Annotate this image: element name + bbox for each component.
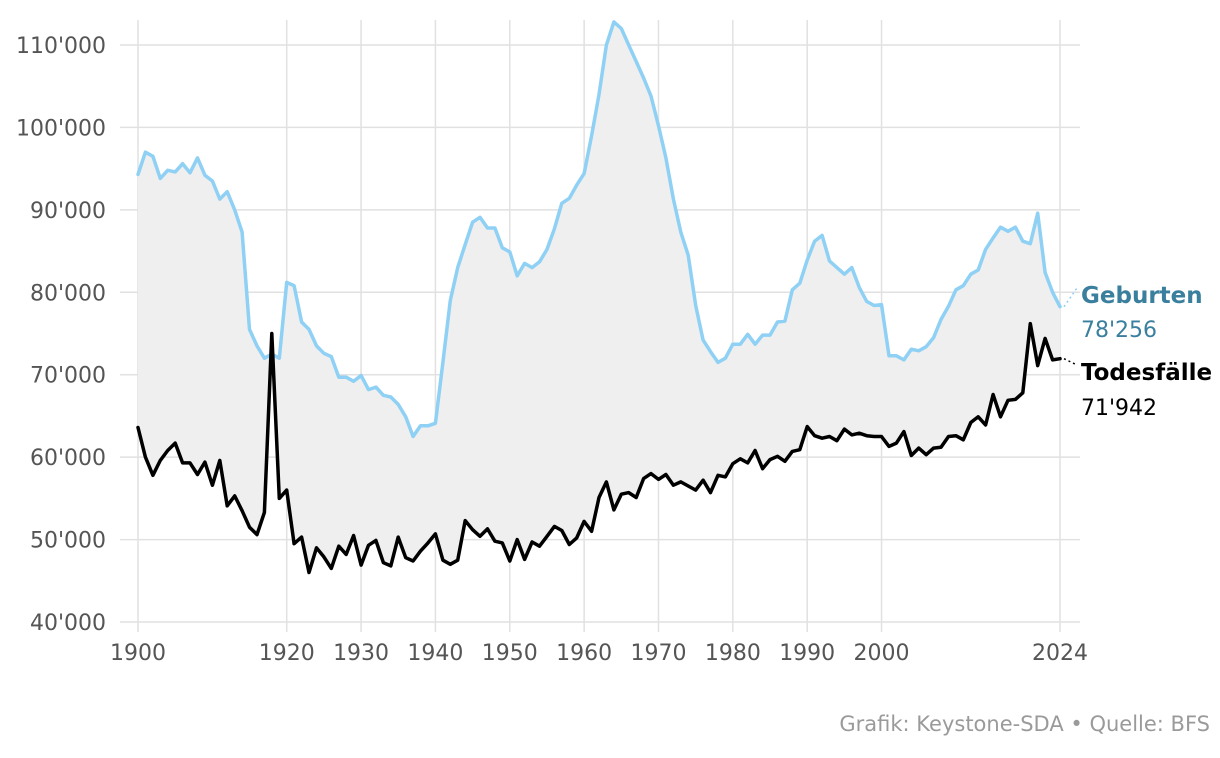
x-tick-label: 1980 — [705, 641, 761, 666]
x-tick-label: 1960 — [556, 641, 612, 666]
series-end-labels: Geburten 78'256 Todesfälle 71'942 — [1063, 283, 1212, 421]
source-credit: Grafik: Keystone-SDA • Quelle: BFS — [839, 712, 1210, 736]
label-leader-geburten — [1063, 287, 1078, 308]
series-value-geburten: 78'256 — [1081, 318, 1157, 343]
label-leader-todesfaelle — [1063, 358, 1078, 366]
y-tick-label: 100'000 — [16, 116, 106, 141]
y-axis-tick-labels: 40'000 50'000 60'000 70'000 80'000 90'000 100'… — [16, 34, 106, 636]
x-axis-tick-labels: 1900 1920 1930 1940 1950 1960 1970 1980 1990 2000… — [110, 641, 1088, 666]
y-tick-label: 50'000 — [30, 529, 106, 554]
x-tick-label: 1930 — [333, 641, 389, 666]
series-value-todesfaelle: 71'942 — [1081, 396, 1157, 421]
y-tick-label: 60'000 — [30, 446, 106, 471]
series-name-todesfaelle: Todesfälle — [1081, 360, 1212, 386]
series-lines — [136, 20, 1062, 575]
x-tick-label: 1970 — [630, 641, 686, 666]
x-tick-label: 1940 — [407, 641, 463, 666]
x-tick-label: 1900 — [110, 641, 166, 666]
x-tick-label: 2024 — [1032, 641, 1088, 666]
x-tick-label: 1990 — [779, 641, 835, 666]
y-tick-label: 40'000 — [30, 611, 106, 636]
series-line-todesfaelle — [136, 321, 1062, 575]
x-tick-label: 2000 — [854, 641, 910, 666]
y-tick-label: 80'000 — [30, 281, 106, 306]
x-tick-label: 1920 — [259, 641, 315, 666]
area-between-series — [138, 21, 1060, 573]
y-tick-label: 110'000 — [16, 34, 106, 59]
x-tick-label: 1950 — [482, 641, 538, 666]
y-tick-label: 70'000 — [30, 364, 106, 389]
series-name-geburten: Geburten — [1081, 283, 1203, 309]
series-line-geburten — [136, 20, 1062, 439]
y-tick-label: 90'000 — [30, 199, 106, 224]
